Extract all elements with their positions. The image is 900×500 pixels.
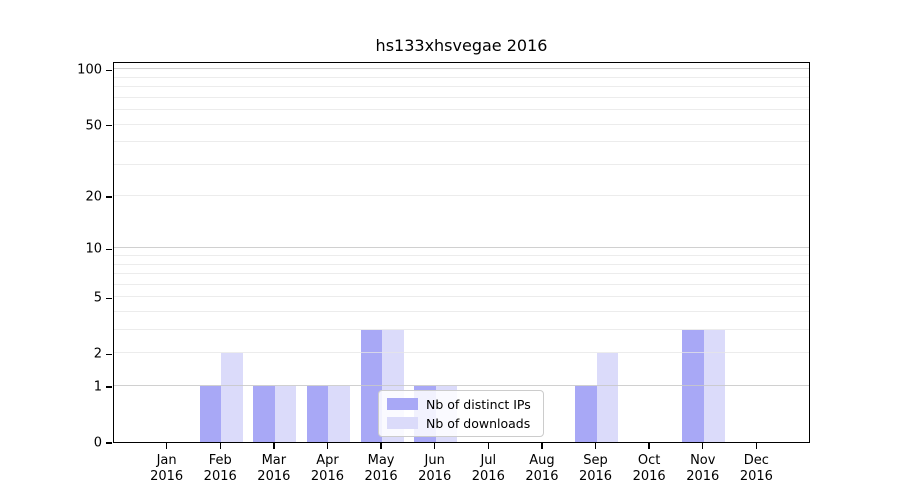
gridline-minor-60 (114, 109, 809, 111)
bar-downloads-apr (328, 386, 350, 442)
gridline-minor-7 (114, 273, 809, 275)
bar-downloads-nov (703, 330, 726, 442)
gridline-minor-40 (114, 141, 809, 143)
y-tick-label-20: 20 (85, 189, 102, 205)
gridline-minor-30 (114, 163, 809, 165)
y-tick-100 (106, 69, 112, 72)
gridline-minor-9 (114, 255, 809, 257)
y-tick-label-2: 2 (93, 346, 102, 362)
chart-title: hs133xhsvegae 2016 (375, 36, 548, 55)
y-tick-1 (106, 386, 112, 388)
x-tick-jan (165, 443, 168, 449)
legend: Nb of distinct IPs Nb of downloads (378, 390, 544, 437)
x-tick-label-jun: Jun 2016 (418, 453, 452, 484)
legend-label-distinct-ips: Nb of distinct IPs (426, 396, 531, 412)
gridline-minor-70 (114, 96, 809, 98)
bar-downloads-feb (221, 353, 243, 442)
x-tick-label-apr: Apr 2016 (310, 453, 344, 484)
gridline-minor-5 (114, 296, 809, 298)
bar-distinct-ips-feb (199, 386, 222, 442)
gridline-minor-3 (114, 329, 809, 331)
x-tick-label-aug: Aug 2016 (525, 453, 559, 484)
y-tick-10 (106, 248, 112, 251)
x-tick-apr (326, 443, 329, 449)
y-tick-label-100: 100 (77, 62, 102, 78)
bar-downloads-mar (274, 386, 297, 442)
bar-distinct-ips-may (360, 330, 383, 442)
x-tick-label-may: May 2016 (364, 453, 398, 484)
x-tick-label-oct: Oct 2016 (632, 453, 666, 484)
x-tick-oct (648, 443, 650, 449)
x-tick-label-jul: Jul 2016 (471, 453, 505, 484)
x-tick-label-dec: Dec 2016 (739, 453, 773, 484)
x-tick-mar (273, 443, 275, 449)
gridline-minor-8 (114, 263, 809, 265)
y-tick-5 (106, 297, 112, 299)
y-tick-label-5: 5 (93, 290, 102, 306)
y-tick-20 (106, 196, 112, 198)
legend-row-downloads: Nb of downloads (387, 416, 535, 431)
y-tick-2 (106, 353, 112, 355)
legend-row-distinct-ips: Nb of distinct IPs (387, 397, 535, 412)
x-tick-label-feb: Feb 2016 (203, 453, 237, 484)
bar-distinct-ips-apr (307, 386, 329, 442)
y-tick-50 (106, 124, 112, 127)
x-tick-feb (219, 443, 221, 449)
x-tick-may (380, 443, 382, 449)
bar-distinct-ips-mar (253, 386, 275, 442)
bar-downloads-sep (596, 353, 618, 442)
gridline-minor-20 (114, 195, 809, 197)
x-tick-label-jan: Jan 2016 (150, 453, 184, 484)
x-tick-nov (702, 443, 704, 449)
legend-label-downloads: Nb of downloads (426, 415, 531, 431)
x-tick-label-sep: Sep 2016 (578, 453, 613, 484)
gridline-minor-50 (114, 123, 809, 125)
gridline-minor-80 (114, 86, 809, 88)
x-tick-label-mar: Mar 2016 (257, 453, 291, 484)
x-tick-dec (755, 443, 758, 449)
y-tick-label-0: 0 (93, 435, 102, 451)
x-tick-jun (433, 443, 436, 449)
y-tick-label-10: 10 (85, 241, 102, 257)
x-tick-jul (487, 443, 489, 449)
gridline-major-10 (114, 247, 809, 249)
x-tick-sep (594, 443, 597, 449)
gridline-minor-4 (114, 311, 809, 313)
y-tick-label-50: 50 (85, 118, 102, 134)
gridline-major-1 (114, 385, 809, 387)
x-tick-aug (541, 443, 543, 449)
gridline-minor-90 (114, 76, 809, 78)
y-tick-0 (106, 442, 112, 444)
gridline-minor-6 (114, 283, 809, 285)
legend-swatch-downloads (387, 417, 418, 429)
legend-swatch-distinct-ips (387, 398, 418, 410)
y-tick-label-1: 1 (93, 379, 102, 395)
x-tick-label-nov: Nov 2016 (686, 453, 720, 484)
bar-distinct-ips-nov (682, 330, 704, 442)
gridline-major-100 (114, 68, 809, 70)
plot-area: Nb of distinct IPs Nb of downloads (113, 62, 810, 443)
bar-distinct-ips-sep (575, 386, 597, 442)
gridline-minor-2 (114, 352, 809, 354)
